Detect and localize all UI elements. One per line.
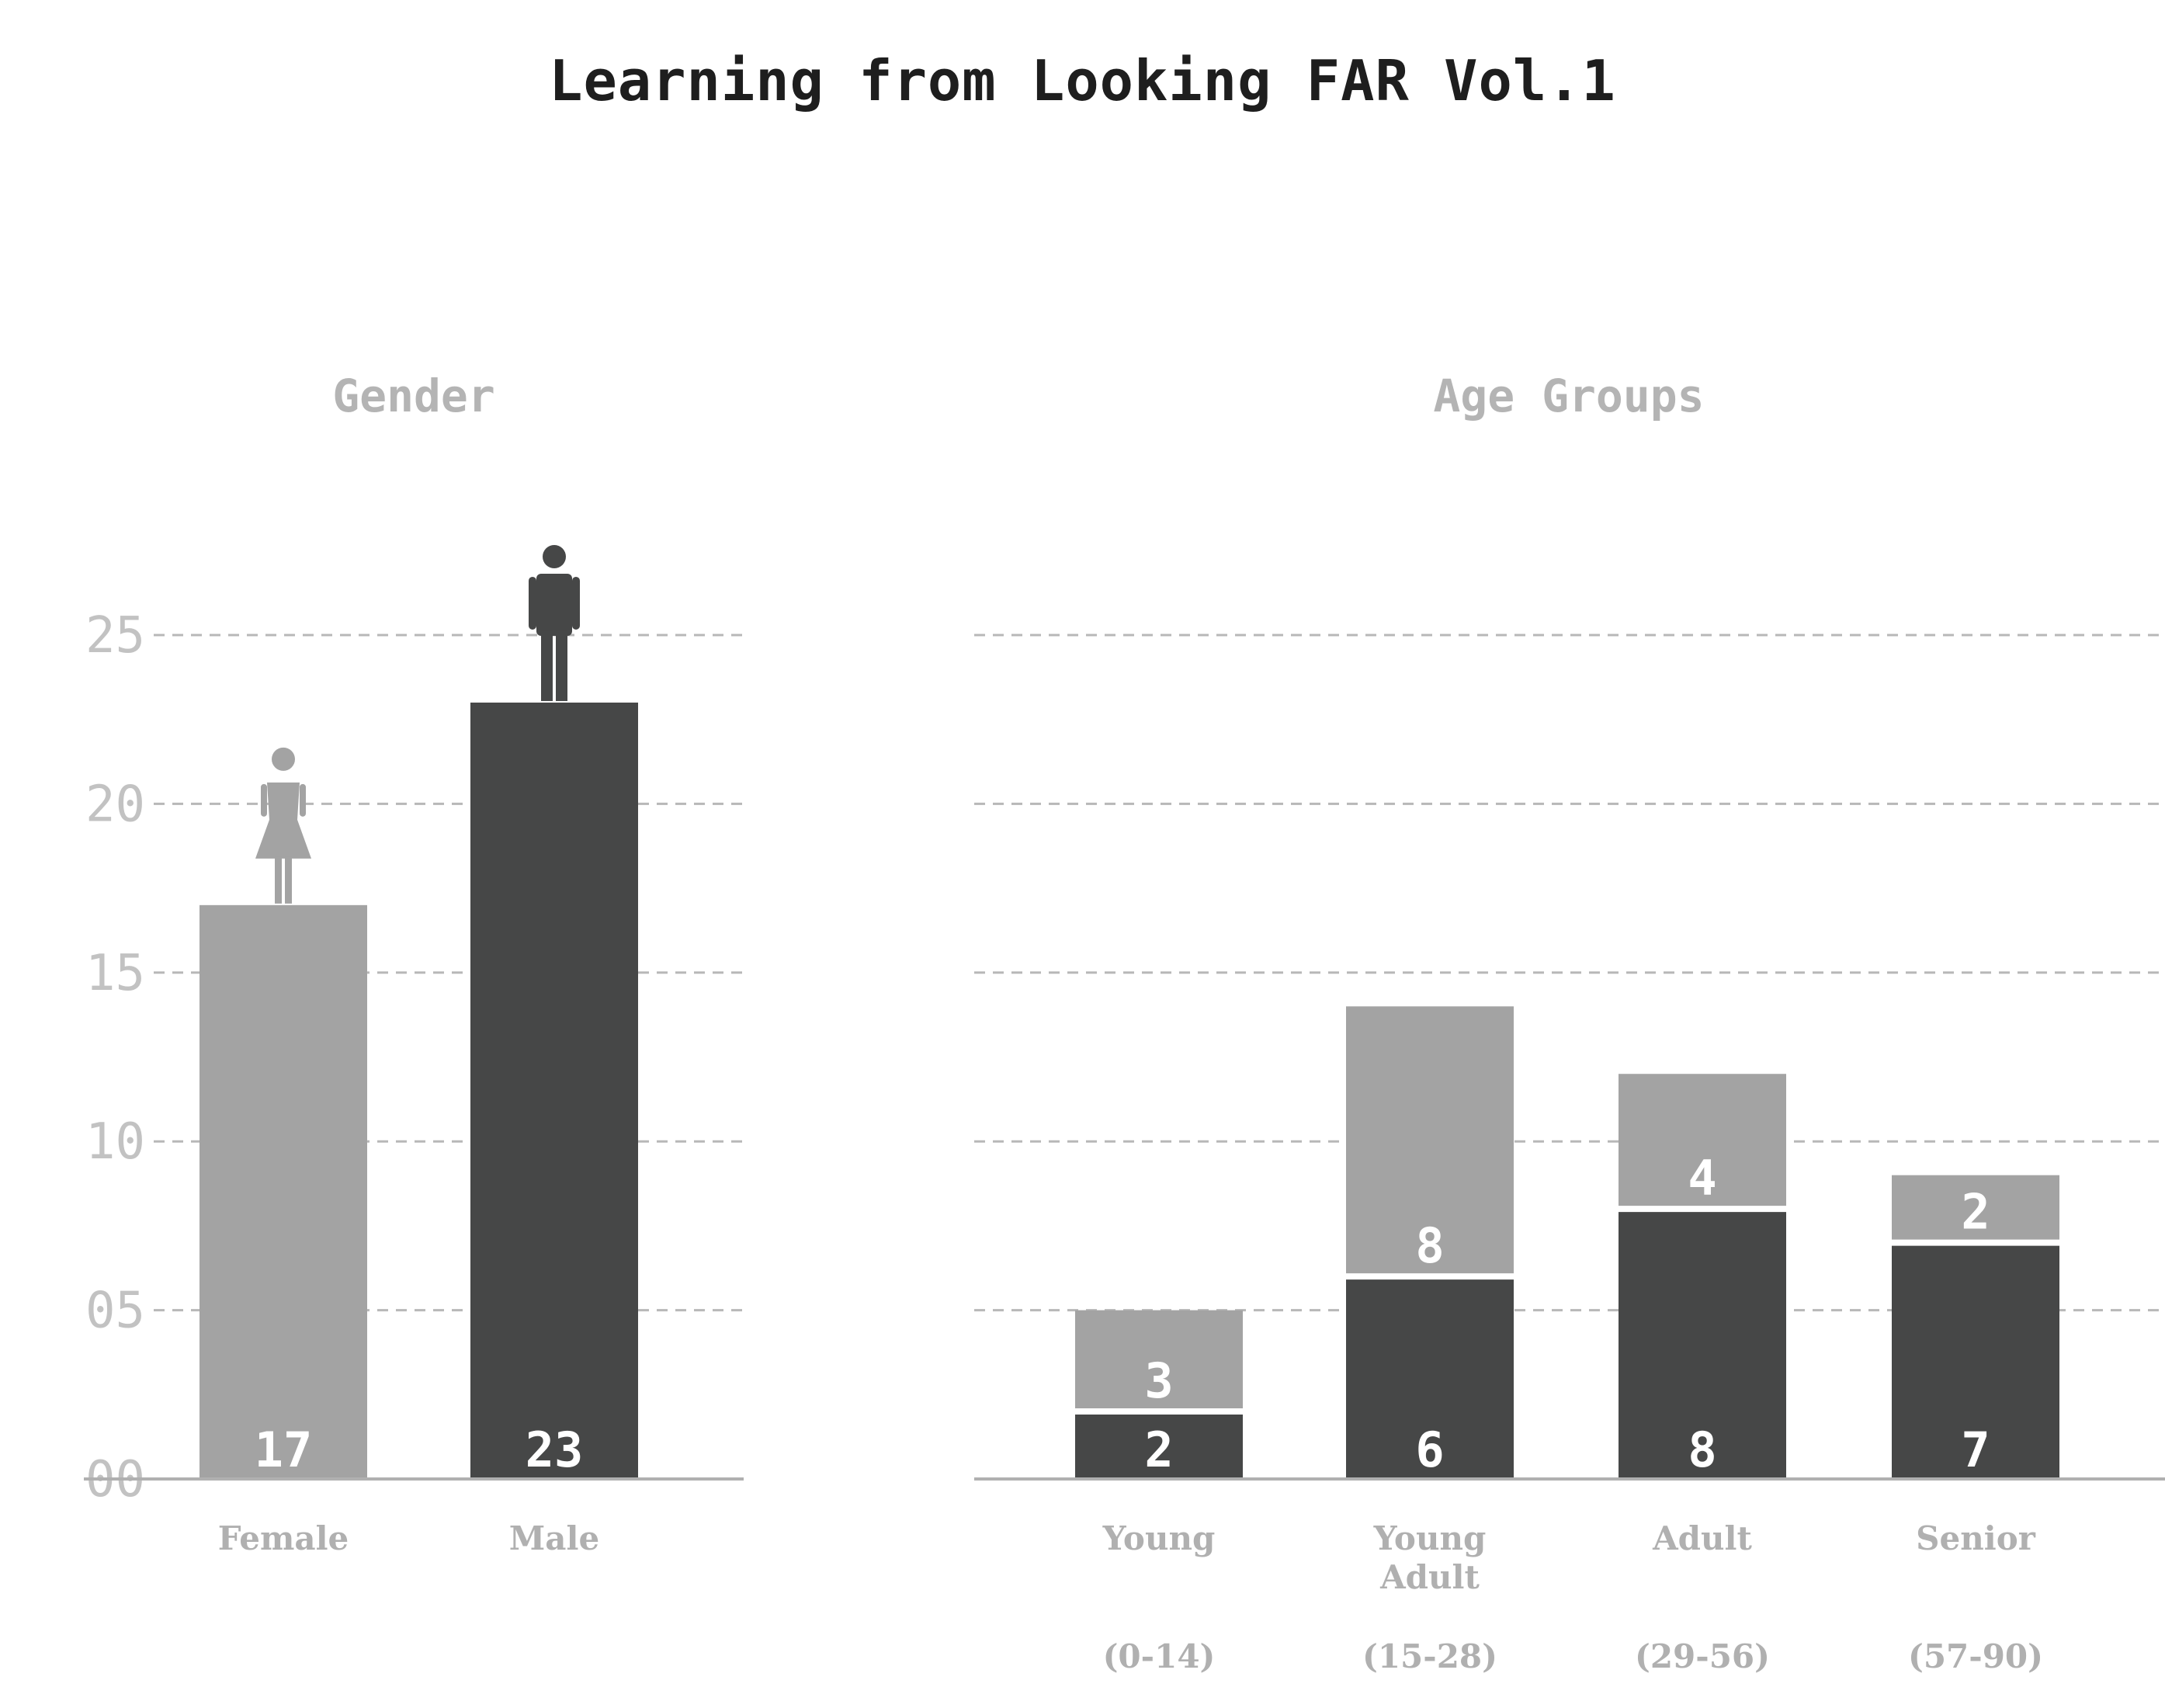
- bar-segment-young: [1075, 1310, 1243, 1412]
- icon-leg: [275, 856, 282, 904]
- page-title: Learning from Looking FAR Vol.1: [549, 48, 1616, 113]
- data-label: 4: [1688, 1150, 1716, 1206]
- x-tick-label: Male: [509, 1519, 599, 1557]
- age-range-label: (15-28): [1362, 1637, 1497, 1675]
- panel-title: Age Groups: [1433, 370, 1704, 422]
- icon-arm: [529, 576, 536, 630]
- x-tick-label: Young Adult: [1373, 1519, 1487, 1596]
- bar-segment-young-adult: [1346, 1276, 1514, 1479]
- x-tick-label: Female: [218, 1519, 349, 1557]
- bar-female: [199, 904, 367, 1479]
- x-tick-label-line: Adult: [1379, 1558, 1480, 1596]
- y-tick-label: 10: [85, 1113, 145, 1171]
- data-label: 2: [1961, 1184, 1990, 1241]
- x-tick-label-line: Young: [1373, 1519, 1487, 1557]
- x-tick-label-line: Young: [1102, 1519, 1216, 1557]
- data-label: 17: [255, 1422, 313, 1478]
- data-label: 6: [1415, 1422, 1444, 1478]
- data-label: 8: [1415, 1217, 1444, 1274]
- y-tick-label: 20: [85, 776, 145, 833]
- data-label: 7: [1961, 1422, 1990, 1478]
- age-range-label: (0-14): [1103, 1637, 1216, 1675]
- icon-dress: [255, 782, 311, 859]
- bar-male: [470, 702, 638, 1479]
- data-label: 8: [1688, 1422, 1716, 1478]
- x-tick-label-line: Senior: [1916, 1519, 2036, 1557]
- icon-head: [543, 544, 566, 568]
- y-tick-label: 25: [85, 607, 145, 665]
- bar-segment-senior: [1892, 1242, 2059, 1479]
- icon-arm: [261, 783, 267, 817]
- y-tick-label: 15: [85, 945, 145, 1002]
- icon-leg: [556, 630, 567, 701]
- bar-segment-senior: [1892, 1175, 2059, 1243]
- icon-leg: [285, 856, 292, 904]
- icon-arm: [300, 783, 306, 817]
- data-label: 3: [1144, 1352, 1173, 1409]
- icon-leg: [541, 630, 553, 701]
- male-person-icon: [529, 544, 580, 701]
- data-label: 2: [1144, 1422, 1173, 1478]
- age-range-label: (57-90): [1908, 1637, 2043, 1675]
- female-person-icon: [255, 747, 311, 904]
- icon-torso: [536, 573, 572, 636]
- y-tick-label: 05: [85, 1283, 145, 1340]
- panel-title: Gender: [332, 370, 495, 422]
- x-tick-label-line: Adult: [1652, 1519, 1752, 1557]
- age-range-label: (29-56): [1635, 1637, 1770, 1675]
- bar-segment-young-adult: [1346, 1006, 1514, 1277]
- x-tick-label: Senior: [1916, 1519, 2036, 1557]
- x-tick-label: Adult: [1652, 1519, 1752, 1557]
- icon-head: [272, 747, 295, 771]
- data-label: 23: [526, 1422, 584, 1478]
- x-tick-label: Young: [1102, 1519, 1216, 1557]
- icon-arm: [572, 576, 580, 630]
- bar-segment-young: [1075, 1411, 1243, 1479]
- bar-segment-adult: [1619, 1074, 1786, 1210]
- bar-segment-adult: [1619, 1209, 1786, 1479]
